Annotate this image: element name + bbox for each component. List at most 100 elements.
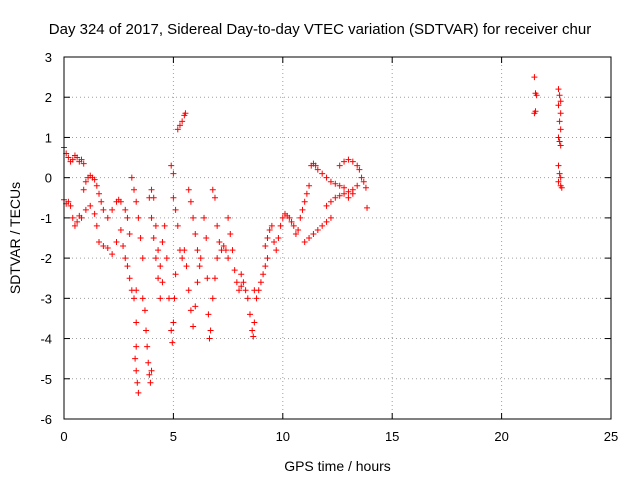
data-point [319, 222, 326, 229]
data-point [124, 214, 131, 221]
data-point [170, 319, 177, 326]
data-point [135, 389, 142, 396]
data-point [268, 222, 275, 229]
data-point [131, 295, 138, 302]
data-point [314, 166, 321, 173]
data-point [117, 226, 124, 233]
data-point [104, 245, 111, 252]
data-point [187, 198, 194, 205]
data-point [332, 180, 339, 187]
data-point [354, 162, 361, 169]
data-point [303, 190, 310, 197]
data-point [345, 194, 352, 201]
data-point [124, 263, 131, 270]
data-point [150, 194, 157, 201]
data-point [192, 230, 199, 237]
data-point [93, 222, 100, 229]
data-point [96, 239, 103, 246]
y-tick-label: 0 [45, 171, 52, 186]
data-point [133, 287, 140, 294]
data-point [91, 210, 98, 217]
data-point [203, 235, 210, 241]
x-axis-label: GPS time / hours [284, 458, 391, 474]
data-point [262, 263, 269, 270]
data-point [126, 275, 133, 282]
data-point [327, 198, 334, 205]
data-point [341, 190, 348, 197]
data-point [132, 355, 139, 362]
data-point [179, 255, 186, 262]
data-point [194, 279, 201, 286]
data-point [96, 190, 103, 197]
data-point [98, 198, 105, 205]
data-point [279, 214, 286, 221]
data-point [139, 255, 146, 262]
grid-lines [64, 57, 611, 419]
data-point [134, 379, 141, 386]
data-point [174, 222, 181, 229]
data-point [157, 295, 164, 302]
data-point [358, 174, 365, 181]
data-point [159, 239, 166, 246]
data-point [225, 255, 232, 262]
data-point [360, 178, 367, 185]
data-point [297, 214, 304, 221]
data-point [148, 214, 155, 221]
data-point [354, 182, 361, 189]
data-point [557, 126, 564, 133]
data-point [91, 176, 98, 183]
data-point [205, 311, 212, 318]
data-point [555, 134, 562, 141]
data-point [556, 138, 563, 145]
data-point [128, 174, 135, 181]
data-point [257, 279, 264, 286]
tick-labels: 0 5 10 15 20 25 -6 -5 -4 -3 -2 -1 0 1 2 3 [40, 50, 618, 444]
y-tick-label: -3 [40, 291, 52, 306]
data-point [187, 307, 194, 314]
data-point [225, 214, 232, 221]
data-point [185, 287, 192, 294]
data-point [286, 214, 293, 221]
data-point [135, 214, 142, 221]
data-point [292, 230, 299, 237]
data-point [196, 263, 203, 270]
data-point [345, 156, 352, 163]
data-point [100, 243, 107, 250]
data-point [209, 186, 216, 193]
x-tick-label: 15 [385, 429, 399, 444]
data-point [65, 198, 72, 205]
data-point [555, 178, 562, 185]
data-point [207, 327, 214, 334]
data-point [131, 186, 138, 193]
data-point [163, 255, 170, 262]
data-point [345, 188, 352, 195]
data-point [531, 110, 538, 117]
data-point [299, 206, 306, 213]
data-point [194, 247, 201, 254]
data-point [176, 122, 183, 129]
data-point [172, 206, 179, 213]
data-point [204, 275, 211, 282]
data-point [244, 295, 251, 302]
data-point [144, 343, 151, 350]
data-point [295, 226, 302, 233]
data-point [319, 170, 326, 177]
data-point [253, 295, 260, 302]
data-point [82, 178, 89, 185]
data-point [349, 158, 356, 165]
chart-title: Day 324 of 2017, Sidereal Day-to-day VTE… [49, 21, 591, 38]
data-point [557, 142, 564, 149]
data-point [556, 118, 563, 125]
data-point [182, 110, 189, 117]
data-point [120, 243, 127, 250]
data-point [277, 222, 284, 229]
data-point [327, 214, 334, 221]
data-point [323, 202, 330, 209]
data-point [229, 247, 236, 254]
data-point [349, 190, 356, 197]
y-tick-label: -4 [40, 332, 52, 347]
data-point [332, 194, 339, 201]
data-point [238, 271, 245, 278]
data-point [104, 214, 111, 221]
